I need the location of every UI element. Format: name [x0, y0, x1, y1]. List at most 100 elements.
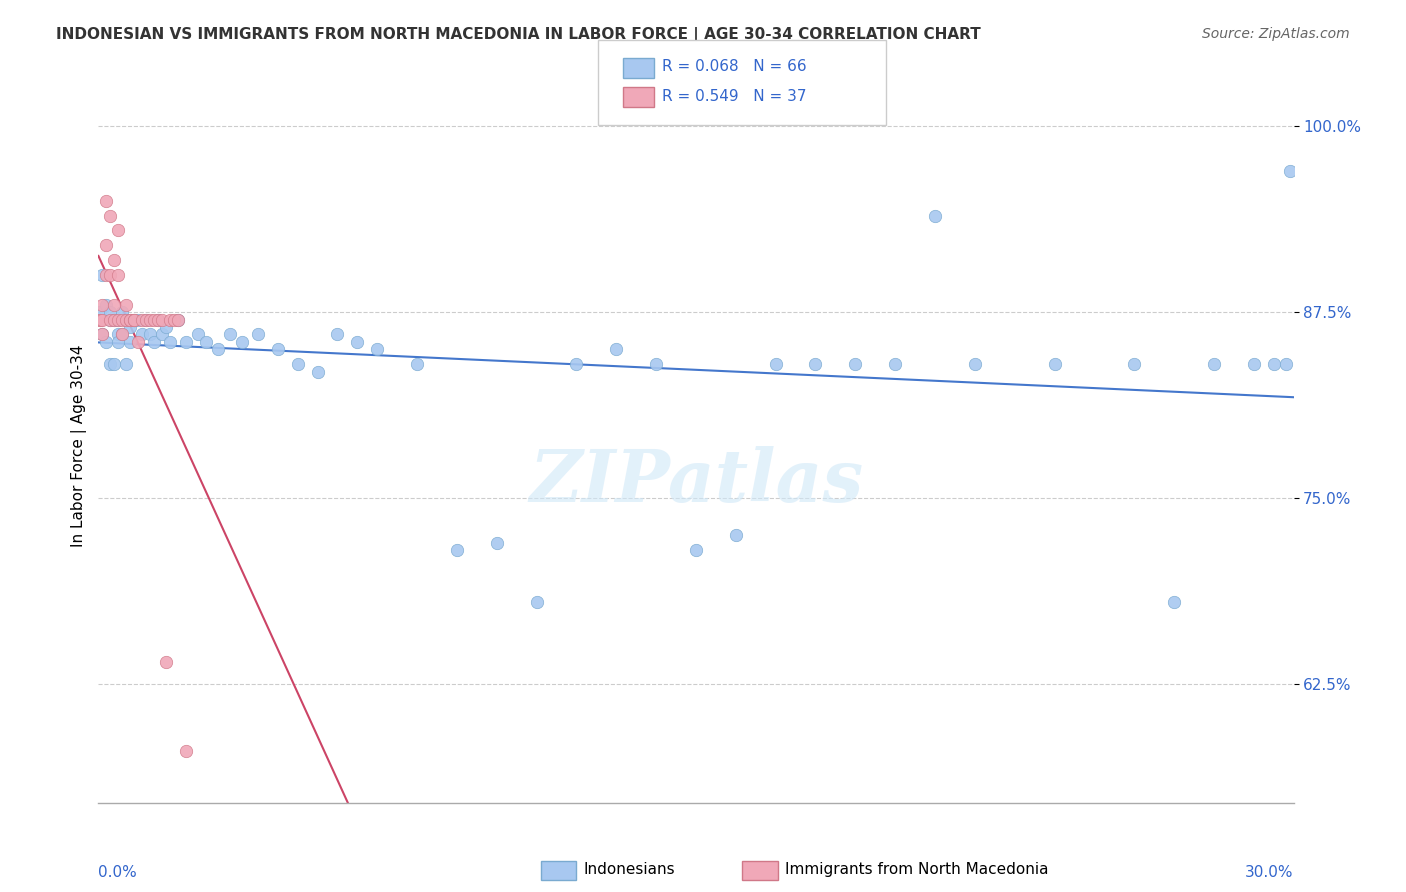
- Point: [287, 357, 309, 371]
- Point: [804, 357, 827, 371]
- Point: [120, 334, 142, 349]
- Text: 30.0%: 30.0%: [1246, 865, 1294, 880]
- Point: [485, 535, 508, 549]
- Text: INDONESIAN VS IMMIGRANTS FROM NORTH MACEDONIA IN LABOR FORCE | AGE 30-34 CORRELA: INDONESIAN VS IMMIGRANTS FROM NORTH MACE…: [56, 27, 981, 43]
- Point: [267, 343, 290, 357]
- Point: [844, 357, 866, 371]
- Point: [124, 312, 146, 326]
- Point: [120, 312, 142, 326]
- Point: [107, 334, 129, 349]
- Point: [98, 312, 122, 326]
- Point: [127, 312, 149, 326]
- Point: [103, 253, 125, 268]
- Point: [107, 223, 129, 237]
- Text: ZIPatlas: ZIPatlas: [529, 446, 863, 517]
- Point: [219, 327, 242, 342]
- Point: [605, 343, 627, 357]
- Text: R = 0.549   N = 37: R = 0.549 N = 37: [662, 89, 807, 103]
- Point: [111, 305, 134, 319]
- Point: [148, 312, 170, 326]
- Point: [1202, 357, 1225, 371]
- Text: 0.0%: 0.0%: [98, 865, 138, 880]
- Point: [115, 312, 138, 326]
- Text: R = 0.068   N = 66: R = 0.068 N = 66: [662, 60, 807, 74]
- Point: [96, 334, 118, 349]
- Point: [1243, 357, 1265, 371]
- Point: [96, 298, 118, 312]
- Point: [98, 312, 122, 326]
- Point: [96, 268, 118, 282]
- Point: [1163, 595, 1185, 609]
- Point: [124, 312, 146, 326]
- Point: [187, 327, 209, 342]
- Point: [155, 320, 177, 334]
- Point: [565, 357, 588, 371]
- Point: [167, 312, 190, 326]
- Point: [135, 312, 157, 326]
- Point: [143, 312, 166, 326]
- Point: [107, 312, 129, 326]
- Point: [724, 528, 747, 542]
- Point: [307, 365, 329, 379]
- Point: [150, 327, 173, 342]
- Point: [366, 343, 388, 357]
- Point: [195, 334, 218, 349]
- Point: [174, 744, 197, 758]
- Point: [98, 209, 122, 223]
- Point: [98, 305, 122, 319]
- Point: [98, 268, 122, 282]
- Point: [91, 268, 114, 282]
- Point: [924, 209, 946, 223]
- Point: [89, 305, 111, 319]
- Point: [148, 312, 170, 326]
- Point: [103, 357, 125, 371]
- Point: [135, 312, 157, 326]
- Point: [207, 343, 229, 357]
- Point: [526, 595, 548, 609]
- Point: [115, 312, 138, 326]
- Point: [174, 334, 197, 349]
- Point: [231, 334, 253, 349]
- Point: [96, 194, 118, 208]
- Point: [115, 298, 138, 312]
- Point: [446, 543, 468, 558]
- Point: [98, 357, 122, 371]
- Point: [139, 327, 162, 342]
- Text: Immigrants from North Macedonia: Immigrants from North Macedonia: [785, 863, 1047, 877]
- Point: [159, 334, 181, 349]
- Point: [1123, 357, 1146, 371]
- Point: [111, 327, 134, 342]
- Point: [406, 357, 429, 371]
- Point: [155, 655, 177, 669]
- Point: [326, 327, 349, 342]
- Point: [1043, 357, 1066, 371]
- Point: [89, 312, 111, 326]
- Point: [103, 312, 125, 326]
- Point: [111, 312, 134, 326]
- Point: [115, 357, 138, 371]
- Point: [645, 357, 668, 371]
- Point: [131, 312, 153, 326]
- Point: [1263, 357, 1285, 371]
- Point: [1274, 357, 1296, 371]
- Point: [103, 298, 125, 312]
- Y-axis label: In Labor Force | Age 30-34: In Labor Force | Age 30-34: [72, 344, 87, 548]
- Point: [139, 312, 162, 326]
- Point: [120, 320, 142, 334]
- Point: [111, 327, 134, 342]
- Point: [124, 312, 146, 326]
- Text: Source: ZipAtlas.com: Source: ZipAtlas.com: [1202, 27, 1350, 41]
- Point: [127, 334, 149, 349]
- Point: [150, 312, 173, 326]
- Point: [346, 334, 368, 349]
- Point: [89, 312, 111, 326]
- Point: [143, 334, 166, 349]
- Point: [107, 312, 129, 326]
- Point: [159, 312, 181, 326]
- Point: [246, 327, 269, 342]
- Point: [91, 327, 114, 342]
- Point: [91, 298, 114, 312]
- Point: [884, 357, 907, 371]
- Point: [131, 327, 153, 342]
- Point: [91, 312, 114, 326]
